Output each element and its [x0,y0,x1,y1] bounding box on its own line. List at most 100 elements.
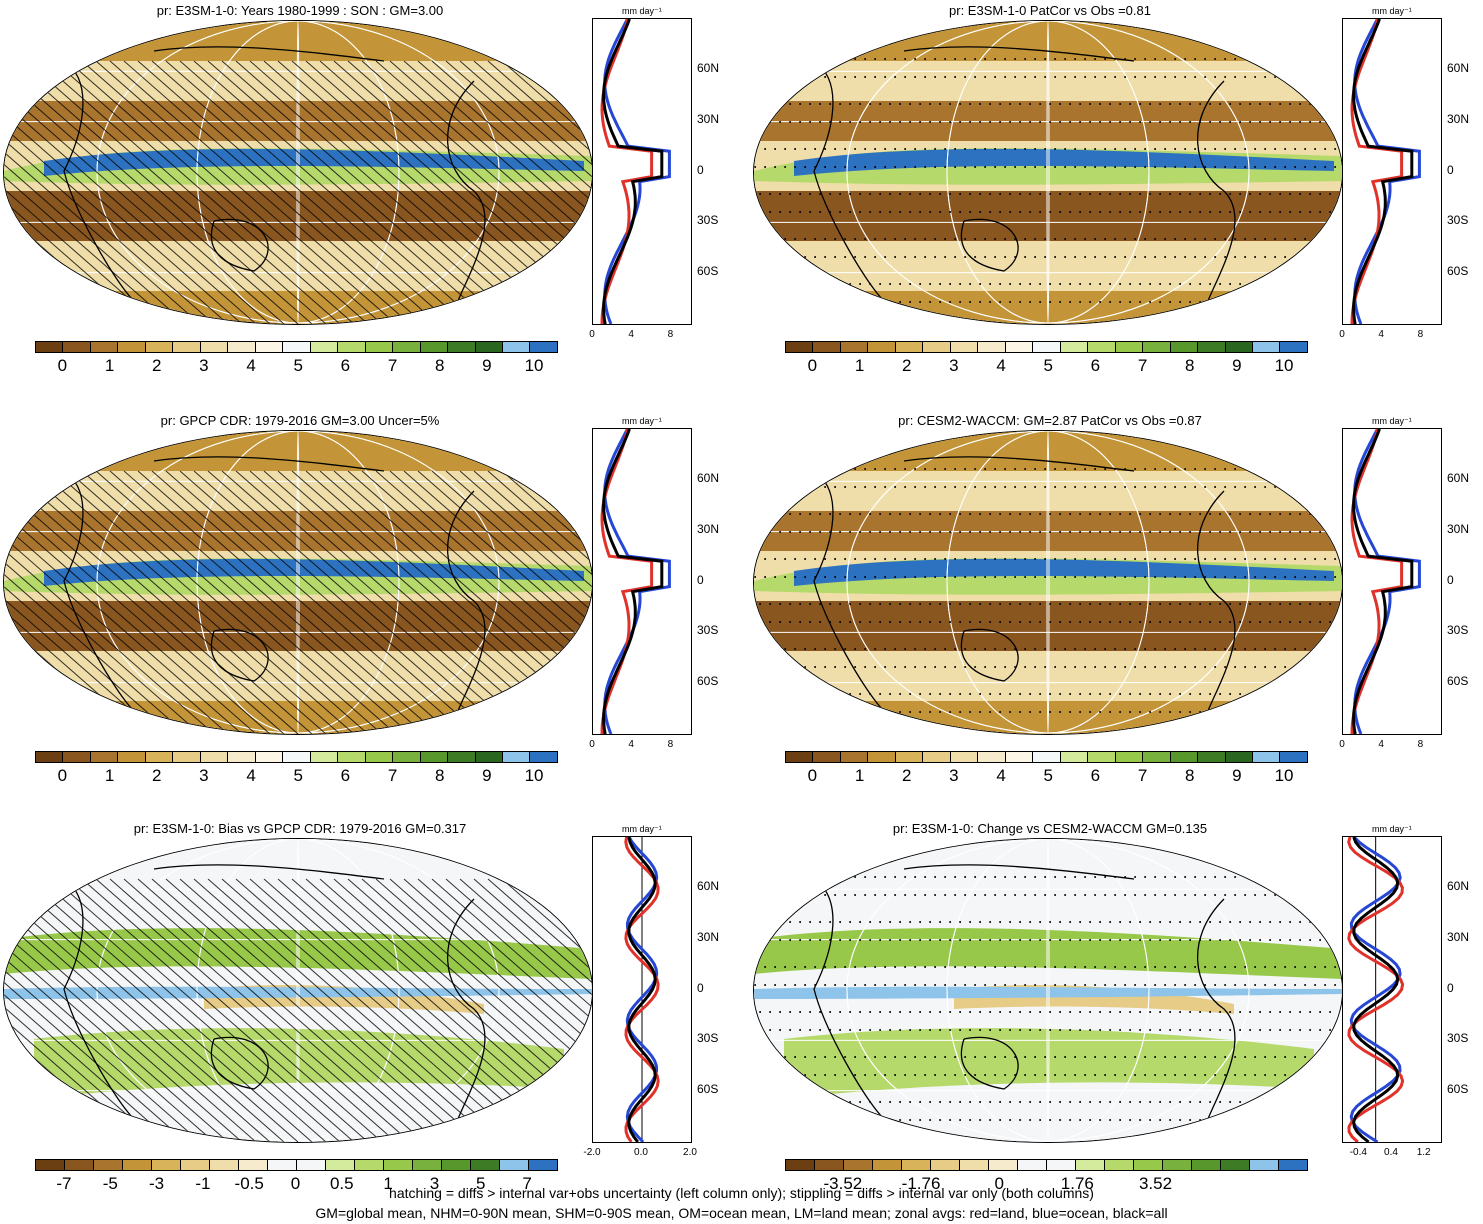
colorbar-swatch [1198,342,1226,352]
colorbar-swatch [931,1160,960,1170]
colorbar-swatch [868,342,896,352]
colorbar-swatch [502,752,531,762]
colorbar-swatch [420,342,449,352]
colorbar-swatch [873,1160,902,1170]
zonal-lat-tick: 30N [697,111,720,126]
zonal-lat-tick: 60N [1447,60,1470,75]
colorbar-swatch [1250,1160,1279,1170]
colorbar-label: -7 [56,1174,72,1193]
colorbar-swatch [413,1160,442,1170]
zonal-x-tick: 4 [1378,739,1384,750]
zonal-x-tick: 8 [1417,739,1424,750]
zonal-lat-tick: 0 [1447,980,1454,995]
colorbar-swatch [815,1160,844,1170]
zonal-mean-plot [1342,428,1442,735]
colorbar-label: 8 [435,766,445,785]
colorbar-label: 8 [1185,356,1195,375]
colorbar-swatch [200,342,229,352]
colorbar-label: 4 [996,766,1006,785]
colorbar-label: 5 [293,356,303,375]
footer-line-1: hatching = diffs > internal var+obs unce… [389,1185,1094,1201]
colorbar-swatch [1115,752,1144,762]
colorbar-label: -1.76 [901,1174,941,1193]
panel-title: pr: CESM2-WACCM: GM=2.87 PatCor vs Obs =… [898,413,1202,428]
colorbar-swatch [1163,1160,1192,1170]
colorbar-swatch [813,752,841,762]
colorbar-swatch [950,342,979,352]
colorbar-label: 3 [949,356,959,375]
colorbar-label: 0 [57,766,68,785]
colorbar-swatch [297,1160,326,1170]
colorbar-swatch [123,1160,152,1170]
colorbar-swatch [1005,342,1034,352]
colorbar-swatch [1198,752,1226,762]
zonal-lat-tick: 60N [1447,470,1470,485]
colorbar-swatch [978,342,1006,352]
colorbar [35,341,558,353]
colorbar-label: 6 [340,766,351,785]
colorbar-label: 3 [199,766,209,785]
colorbar-label: 1 [854,766,865,785]
colorbar-swatch [442,1160,471,1170]
colorbar-swatch [1033,342,1061,352]
colorbar-label: 3 [199,356,209,375]
colorbar-swatch [393,752,421,762]
zonal-lat-tick: 30N [1447,111,1470,126]
colorbar-label: 2 [902,356,912,375]
colorbar-swatch [502,342,531,352]
colorbar-swatch [448,342,476,352]
colorbar-swatch [181,1160,210,1170]
colorbar-swatch [1225,342,1253,352]
zonal-lat-tick: 60S [697,264,719,279]
zonal-x-tick: -0.4 [1349,1147,1367,1158]
colorbar-label: 0 [994,1174,1004,1193]
zonal-lat-tick: 30S [697,1031,719,1046]
colorbar-label: 8 [435,356,445,375]
colorbar-swatch [36,342,64,352]
colorbar-swatch [950,752,979,762]
zonal-mean-plot [1342,835,1442,1144]
colorbar-swatch [1134,1160,1163,1170]
colorbar-labels: -7 -5 -3 -1 -0.5 0 0.5 1 3 5 7 [35,1174,556,1194]
colorbar-label: 0 [290,1174,301,1193]
colorbar-swatch [355,1160,384,1170]
zonal-x-tick: -2.0 [583,1147,601,1158]
colorbar-swatch [393,342,421,352]
colorbar-labels: 0 1 2 3 4 5 6 7 8 9 10 [35,356,556,376]
colorbar-label: 3 [949,766,959,785]
zonal-lat-tick: 0 [1447,162,1454,177]
zonal-mean-plot [592,18,692,325]
colorbar-swatch [326,1160,355,1170]
zonal-x-tick: 4 [628,329,634,340]
colorbar-swatch [1018,1160,1047,1170]
colorbar-swatch [530,752,557,762]
world-map [3,430,593,735]
colorbar-swatch [1088,342,1116,352]
zonal-lat-tick: 30S [697,213,719,228]
colorbar-swatch [145,342,174,352]
colorbar-swatch [365,342,394,352]
colorbar-swatch [868,752,896,762]
colorbar-label: 1 [383,1174,393,1193]
zonal-unit: mm day⁻¹ [622,6,662,16]
colorbar-swatch [420,752,449,762]
colorbar [35,751,558,763]
zonal-lat-tick: 30S [1447,213,1469,228]
colorbar-swatch [1105,1160,1134,1170]
zonal-x-tick: 1.2 [1416,1147,1431,1158]
colorbar-swatch [239,1160,268,1170]
colorbar-label: 5 [1043,356,1053,375]
colorbar-label: 3 [429,1174,440,1193]
zonal-unit: mm day⁻¹ [622,416,662,426]
colorbar-swatch [255,752,284,762]
zonal-lat-tick: 30N [1447,521,1470,536]
zonal-unit: mm day⁻¹ [622,824,662,834]
colorbar-label: 1 [104,766,115,785]
panel-title: pr: GPCP CDR: 1979-2016 GM=3.00 Uncer=5% [160,413,440,428]
colorbar-swatch [255,342,284,352]
colorbar-label: 7 [387,766,398,785]
colorbar-label: 10 [524,356,544,375]
colorbar-swatch [65,1160,94,1170]
colorbar-swatch [63,752,91,762]
colorbar-swatch [1192,1160,1221,1170]
